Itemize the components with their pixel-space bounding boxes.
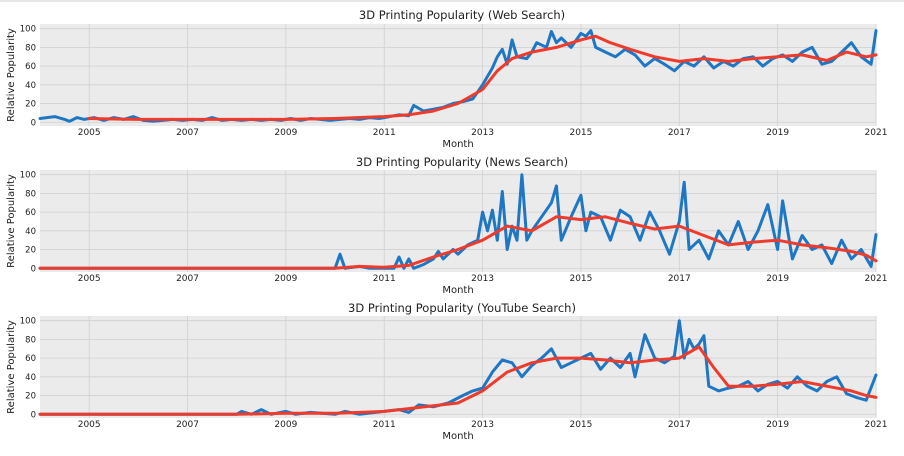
y-tick-label: 60 xyxy=(25,62,36,72)
y-tick-label: 80 xyxy=(25,189,36,199)
x-tick-label: 2015 xyxy=(569,420,592,430)
chart-title: 3D Printing Popularity (Web Search) xyxy=(359,8,565,22)
y-tick-label: 80 xyxy=(25,43,36,53)
y-tick-label: 100 xyxy=(20,171,36,181)
y-axis-label: Relative Popularity xyxy=(6,174,17,268)
smoothed-trend-line xyxy=(38,345,878,416)
x-tick-label: 2009 xyxy=(274,274,297,284)
x-tick-label: 2015 xyxy=(569,128,592,138)
chart-panel-3: 2005 2007 2009 2011 2013 2015 2017 2019 2021 0 20 4… xyxy=(6,301,887,442)
x-tick-label: 2017 xyxy=(668,128,691,138)
y-tick-label: 20 xyxy=(25,246,36,256)
x-tick-label: 2021 xyxy=(865,128,888,138)
x-axis-label: Month xyxy=(442,285,473,296)
y-axis-label: Relative Popularity xyxy=(6,28,17,122)
plot-area xyxy=(40,170,876,272)
x-axis-label: Month xyxy=(442,139,473,150)
x-tick-label: 2005 xyxy=(78,274,101,284)
y-tick-label: 40 xyxy=(25,373,36,383)
y-tick-label: 20 xyxy=(25,100,36,110)
x-tick-label: 2007 xyxy=(176,420,199,430)
x-tick-label: 2019 xyxy=(766,420,789,430)
y-tick-label: 100 xyxy=(20,317,36,327)
x-tick-label: 2007 xyxy=(176,128,199,138)
x-tick-label: 2017 xyxy=(668,274,691,284)
smoothed-trend-line xyxy=(38,215,878,270)
x-tick-label: 2013 xyxy=(471,128,494,138)
y-tick-label: 80 xyxy=(25,335,36,345)
y-tick-label: 0 xyxy=(31,118,36,128)
x-tick-label: 2005 xyxy=(78,128,101,138)
x-tick-label: 2021 xyxy=(865,420,888,430)
y-tick-label: 60 xyxy=(25,208,36,218)
y-tick-label: 60 xyxy=(25,354,36,364)
x-tick-label: 2015 xyxy=(569,274,592,284)
x-tick-label: 2011 xyxy=(373,274,396,284)
chart-title: 3D Printing Popularity (YouTube Search) xyxy=(348,301,576,315)
y-axis-label: Relative Popularity xyxy=(6,320,17,414)
x-tick-label: 2013 xyxy=(471,420,494,430)
chart-title: 3D Printing Popularity (News Search) xyxy=(356,155,568,169)
y-tick-label: 0 xyxy=(31,264,36,274)
x-tick-label: 2019 xyxy=(766,274,789,284)
y-tick-label: 40 xyxy=(25,81,36,91)
x-tick-label: 2019 xyxy=(766,128,789,138)
x-axis-label: Month xyxy=(442,431,473,442)
plot-area xyxy=(40,24,876,126)
chart-panel-1: 2005 2007 2009 2011 2013 2015 2017 2019 2021 0 20 4… xyxy=(6,8,887,150)
plot-area xyxy=(40,316,876,418)
x-tick-label: 2021 xyxy=(865,274,888,284)
x-tick-label: 2011 xyxy=(373,420,396,430)
x-tick-label: 2017 xyxy=(668,420,691,430)
y-tick-label: 20 xyxy=(25,392,36,402)
y-tick-label: 100 xyxy=(20,25,36,35)
x-tick-label: 2011 xyxy=(373,128,396,138)
y-tick-label: 40 xyxy=(25,227,36,237)
raw-popularity-line xyxy=(38,173,878,270)
x-tick-label: 2007 xyxy=(176,274,199,284)
chart-panel-2: 2005 2007 2009 2011 2013 2015 2017 2019 2021 0 20 4… xyxy=(6,155,887,296)
smoothed-trend-line xyxy=(87,34,878,121)
x-tick-label: 2013 xyxy=(471,274,494,284)
x-tick-label: 2009 xyxy=(274,128,297,138)
x-tick-label: 2005 xyxy=(78,420,101,430)
y-tick-label: 0 xyxy=(31,410,36,420)
x-tick-label: 2009 xyxy=(274,420,297,430)
